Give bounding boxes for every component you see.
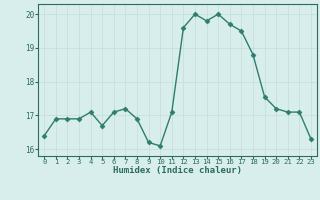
X-axis label: Humidex (Indice chaleur): Humidex (Indice chaleur)	[113, 166, 242, 175]
